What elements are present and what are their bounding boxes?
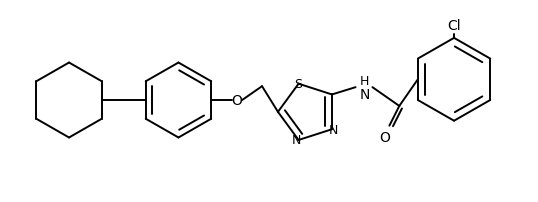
Text: H: H bbox=[360, 75, 369, 88]
Text: N: N bbox=[292, 134, 301, 147]
Text: O: O bbox=[379, 130, 390, 144]
Text: Cl: Cl bbox=[447, 19, 461, 33]
Text: N: N bbox=[359, 88, 370, 102]
Text: O: O bbox=[232, 94, 243, 107]
Text: S: S bbox=[295, 78, 302, 91]
Text: N: N bbox=[329, 123, 338, 136]
